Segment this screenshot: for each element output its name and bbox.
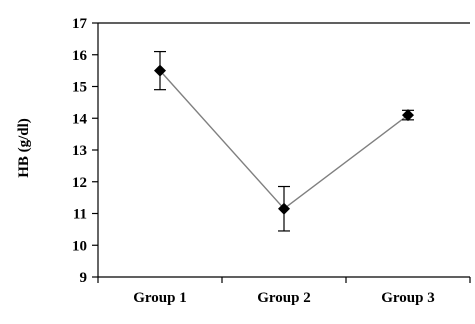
y-tick-label: 17 bbox=[72, 16, 88, 32]
data-point-diamond bbox=[402, 109, 414, 122]
y-tick-label: 12 bbox=[72, 175, 87, 191]
x-tick-label: Group 3 bbox=[381, 290, 435, 306]
y-tick-label: 14 bbox=[72, 111, 88, 127]
y-tick-label: 15 bbox=[72, 80, 87, 96]
axes bbox=[97, 22, 470, 278]
y-tick-label: 9 bbox=[80, 270, 88, 286]
x-ticks: Group 1 Group 2 Group 3 bbox=[97, 277, 471, 306]
y-tick-label: 11 bbox=[73, 207, 87, 223]
series bbox=[154, 50, 414, 232]
y-tick-label: 10 bbox=[72, 238, 87, 254]
data-point-diamond bbox=[154, 64, 166, 77]
x-tick-label: Group 2 bbox=[257, 290, 311, 306]
x-tick-label: Group 1 bbox=[133, 290, 187, 306]
y-tick-label: 16 bbox=[72, 48, 88, 64]
y-ticks: 9 10 11 12 13 14 15 16 17 bbox=[72, 16, 98, 286]
data-point-diamond bbox=[278, 202, 290, 215]
y-axis-title: HB (g/dl) bbox=[16, 118, 32, 178]
y-tick-label: 13 bbox=[72, 143, 87, 159]
